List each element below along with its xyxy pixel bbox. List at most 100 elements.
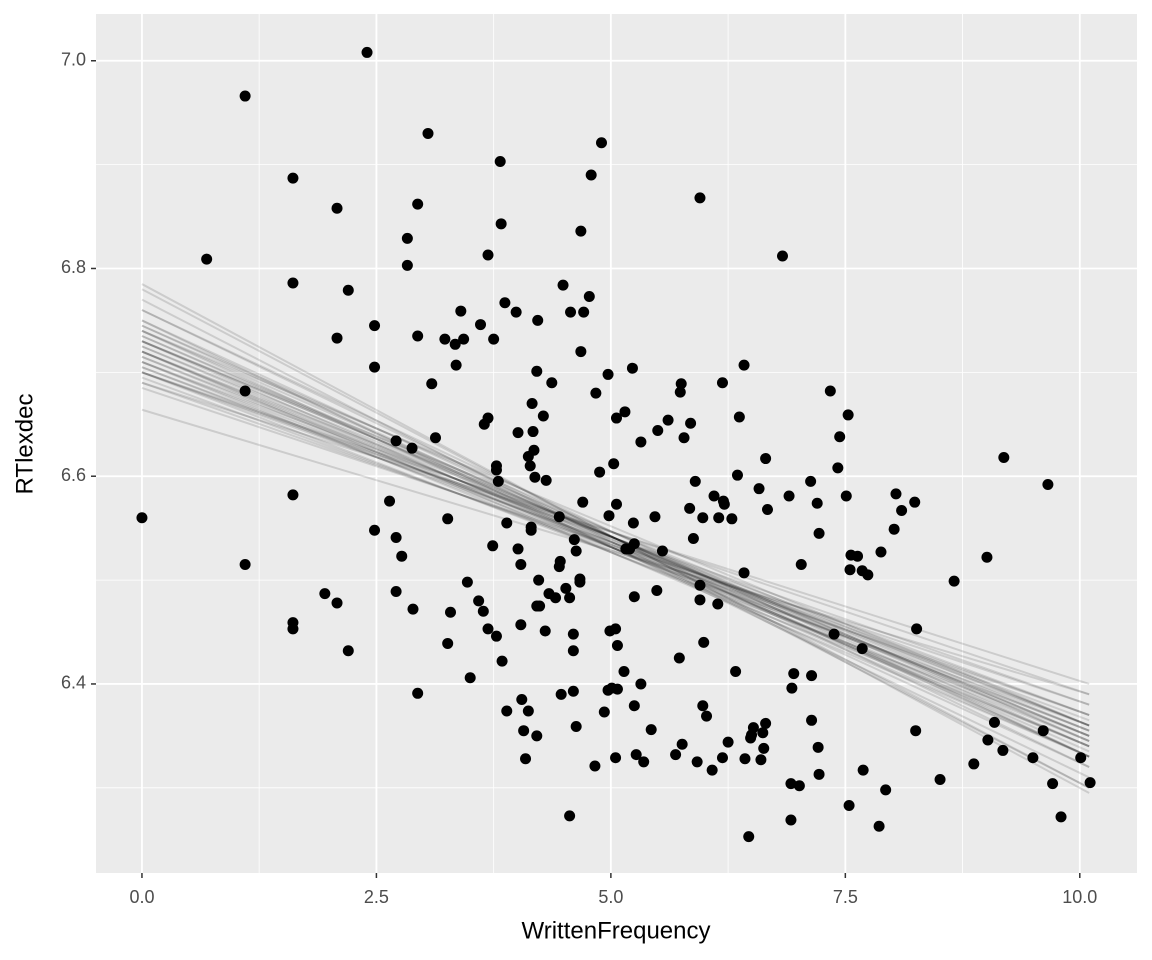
point xyxy=(510,306,522,318)
point xyxy=(518,725,530,737)
point xyxy=(689,475,701,487)
point xyxy=(512,543,524,555)
point xyxy=(844,564,856,576)
point xyxy=(730,665,742,677)
fit-line xyxy=(141,355,1090,743)
point xyxy=(499,297,511,309)
point xyxy=(495,218,507,230)
point xyxy=(1084,777,1096,789)
fit-line xyxy=(141,340,1090,737)
x-tick-label: 2.5 xyxy=(364,887,389,907)
point xyxy=(1027,752,1039,764)
point xyxy=(1075,752,1087,764)
fit-line xyxy=(141,324,1090,743)
point xyxy=(331,597,343,609)
point xyxy=(568,534,580,546)
point xyxy=(743,831,755,843)
x-tick-label: 5.0 xyxy=(598,887,623,907)
point xyxy=(461,576,473,588)
fit-line xyxy=(141,283,1090,794)
point xyxy=(442,513,454,525)
point xyxy=(445,606,457,618)
y-tick-label: 6.4 xyxy=(61,673,86,693)
point xyxy=(520,753,532,765)
point xyxy=(494,155,506,167)
point xyxy=(554,555,566,567)
point xyxy=(670,749,682,761)
point xyxy=(287,277,299,289)
point xyxy=(515,619,527,631)
point xyxy=(635,436,647,448)
fit-lines xyxy=(141,283,1090,794)
point xyxy=(806,714,818,726)
point xyxy=(527,426,539,438)
point xyxy=(758,742,770,754)
point xyxy=(390,532,402,544)
point xyxy=(656,545,668,557)
fit-line xyxy=(141,381,1090,685)
point xyxy=(628,538,640,550)
point xyxy=(786,682,798,694)
point xyxy=(532,314,544,326)
fit-line xyxy=(141,309,1090,758)
fit-line xyxy=(141,386,1090,706)
point xyxy=(1055,811,1067,823)
fit-line xyxy=(141,329,1090,727)
point xyxy=(611,683,623,695)
point xyxy=(464,672,476,684)
fit-line xyxy=(141,309,1090,768)
point xyxy=(610,752,622,764)
point xyxy=(526,398,538,410)
x-tick-label: 10.0 xyxy=(1062,887,1097,907)
point xyxy=(455,305,467,317)
point xyxy=(531,730,543,742)
point xyxy=(608,458,620,470)
point xyxy=(812,741,824,753)
axes: 0.0 2.5 5.0 7.5 10.0 6.4 6.6 6.8 7.0 xyxy=(61,49,1097,906)
point xyxy=(595,137,607,149)
point xyxy=(406,442,418,454)
point xyxy=(875,546,887,558)
point xyxy=(968,758,980,770)
point xyxy=(753,483,765,495)
point xyxy=(401,232,413,244)
point xyxy=(982,734,994,746)
point xyxy=(706,764,718,776)
point xyxy=(738,567,750,579)
point xyxy=(537,410,549,422)
point xyxy=(496,655,508,667)
point xyxy=(698,636,710,648)
point xyxy=(515,559,527,571)
point xyxy=(880,784,892,796)
point xyxy=(627,517,639,529)
y-tick-label: 6.6 xyxy=(61,465,86,485)
point xyxy=(390,435,402,447)
point xyxy=(539,625,551,637)
panel xyxy=(96,14,1137,873)
point xyxy=(550,592,562,604)
point xyxy=(691,756,703,768)
point xyxy=(998,452,1010,464)
point xyxy=(531,365,543,377)
fit-line xyxy=(141,335,1090,743)
fit-line xyxy=(141,340,1090,727)
point xyxy=(626,362,638,374)
point xyxy=(813,527,825,539)
point xyxy=(649,511,661,523)
fit-line xyxy=(141,371,1090,737)
point xyxy=(287,489,299,501)
point xyxy=(635,678,647,690)
point xyxy=(684,502,696,514)
fit-line xyxy=(141,355,1090,727)
point xyxy=(331,332,343,344)
point xyxy=(675,378,687,390)
point xyxy=(811,497,823,509)
fit-line xyxy=(141,350,1090,758)
point xyxy=(490,630,502,642)
y-axis-title: RTlexdec xyxy=(11,394,38,495)
point xyxy=(369,361,381,373)
point xyxy=(843,799,855,811)
point xyxy=(628,591,640,603)
point xyxy=(560,582,572,594)
point xyxy=(361,46,373,58)
